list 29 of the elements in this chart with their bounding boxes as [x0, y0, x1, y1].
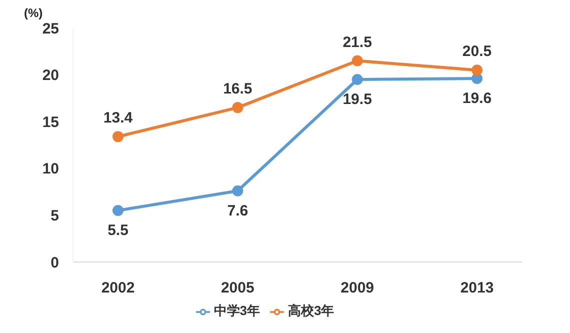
- point: [352, 55, 363, 66]
- x-tick-label: 2009: [340, 280, 374, 297]
- point: [232, 102, 244, 114]
- legend-label: 高校3年: [288, 303, 334, 318]
- y-tick-label: 25: [42, 20, 59, 38]
- x-tick-label: 2002: [101, 280, 135, 297]
- data-label: 13.4: [103, 110, 134, 127]
- point: [112, 131, 124, 142]
- y-tick-label: 20: [42, 67, 59, 84]
- point: [112, 205, 124, 216]
- y-tick-label: 15: [42, 114, 59, 131]
- y-axis-title: (%): [24, 6, 43, 20]
- y-tick-label: 10: [42, 160, 59, 178]
- data-label: 20.5: [462, 43, 492, 60]
- data-label: 16.5: [223, 80, 252, 98]
- point: [232, 185, 244, 196]
- legend-label: 中学3年: [214, 303, 260, 318]
- data-label: 5.5: [108, 222, 128, 240]
- data-label: 19.6: [462, 90, 492, 108]
- data-label: 19.5: [342, 91, 372, 108]
- data-label: 7.6: [227, 202, 248, 220]
- x-tick-label: 2013: [460, 280, 494, 297]
- point: [472, 73, 482, 84]
- point: [472, 64, 482, 76]
- point: [352, 74, 363, 85]
- x-tick-label: 2005: [220, 280, 254, 297]
- data-label: 21.5: [342, 34, 372, 51]
- y-tick-label: 5: [50, 208, 59, 225]
- y-tick-label: 0: [50, 254, 59, 272]
